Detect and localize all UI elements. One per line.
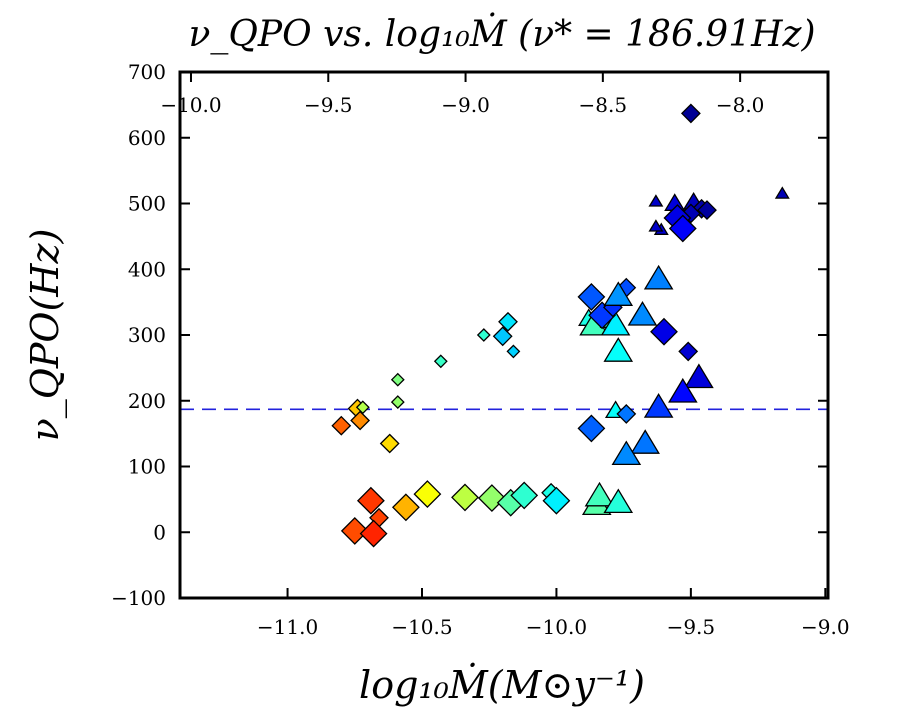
top-x-tick-label: −9.0 xyxy=(441,93,490,117)
y-tick-label: 100 xyxy=(128,455,166,479)
triangle-point xyxy=(627,301,658,326)
diamond-point xyxy=(331,415,352,436)
top-x-tick-label: −9.5 xyxy=(304,93,353,117)
triangle-point xyxy=(774,186,790,199)
triangle-point xyxy=(630,429,660,454)
y-tick-label: 0 xyxy=(153,520,166,544)
triangle-point xyxy=(603,488,634,514)
diamond-point xyxy=(498,311,518,332)
diamond-point xyxy=(577,414,606,443)
triangle-point xyxy=(603,281,634,306)
diamond-point xyxy=(510,481,539,510)
diamond-point xyxy=(356,486,385,515)
diamond-point xyxy=(542,486,571,515)
diamond-point xyxy=(680,103,701,124)
triangle-point xyxy=(643,264,674,290)
diamond-point xyxy=(678,341,699,362)
y-tick-label: 600 xyxy=(128,126,166,150)
y-tick-label: 400 xyxy=(128,257,166,281)
x-tick-label: −9.0 xyxy=(801,615,850,639)
diamond-point xyxy=(359,519,388,548)
triangle-point xyxy=(684,363,714,389)
triangle-point xyxy=(603,337,634,362)
diamond-point xyxy=(650,317,678,346)
x-tick-label: −10.5 xyxy=(391,615,452,639)
diamond-point xyxy=(433,354,448,369)
x-axis-label: log₁₀Ṁ(M⊙y⁻¹) xyxy=(359,663,645,707)
diamond-point xyxy=(340,516,369,545)
triangle-point xyxy=(643,393,674,418)
diamond-point xyxy=(391,493,420,522)
x-tick-label: −9.5 xyxy=(667,615,716,639)
x-tick-label: −11.0 xyxy=(257,615,318,639)
diamond-point xyxy=(492,326,513,347)
y-tick-label: 500 xyxy=(128,192,166,216)
triangle-point xyxy=(600,310,631,336)
diamond-point xyxy=(390,372,405,387)
top-x-tick-label: −8.0 xyxy=(716,93,765,117)
diamond-point xyxy=(616,403,637,424)
diamond-point xyxy=(577,282,606,311)
y-tick-label: 200 xyxy=(128,389,166,413)
triangle-point xyxy=(611,440,642,466)
triangle-point xyxy=(668,377,698,403)
diamond-point xyxy=(668,214,697,243)
diamond-point xyxy=(451,483,479,512)
x-tick-label: −10.0 xyxy=(526,615,587,639)
chart-title: ν_QPO vs. log₁₀Ṁ (ν* = 186.91Hz) xyxy=(188,13,815,55)
data-points-layer xyxy=(331,103,790,548)
triangle-point xyxy=(648,194,664,207)
diamond-point xyxy=(506,344,521,359)
diamond-point xyxy=(413,480,442,509)
diamond-point xyxy=(350,410,371,431)
y-tick-label: 700 xyxy=(128,60,166,84)
diamond-point xyxy=(476,328,491,342)
y-tick-label: −100 xyxy=(111,586,166,610)
diamond-point xyxy=(379,433,400,454)
diamond-point xyxy=(697,200,717,221)
y-axis-label: ν_QPO(Hz) xyxy=(23,229,68,442)
diamond-point xyxy=(477,484,506,513)
diamond-point xyxy=(390,395,405,410)
triangle-point xyxy=(584,481,615,507)
ticks-layer: −11.0 −10.5 −10.0 −9.5 −9.0 −10.0 −9.5 −9.0 −8.5… xyxy=(111,60,850,639)
top-x-tick-label: −10.0 xyxy=(160,93,221,117)
y-tick-label: 300 xyxy=(128,323,166,347)
triangle-point xyxy=(648,219,664,232)
top-x-tick-label: −8.5 xyxy=(579,93,628,117)
